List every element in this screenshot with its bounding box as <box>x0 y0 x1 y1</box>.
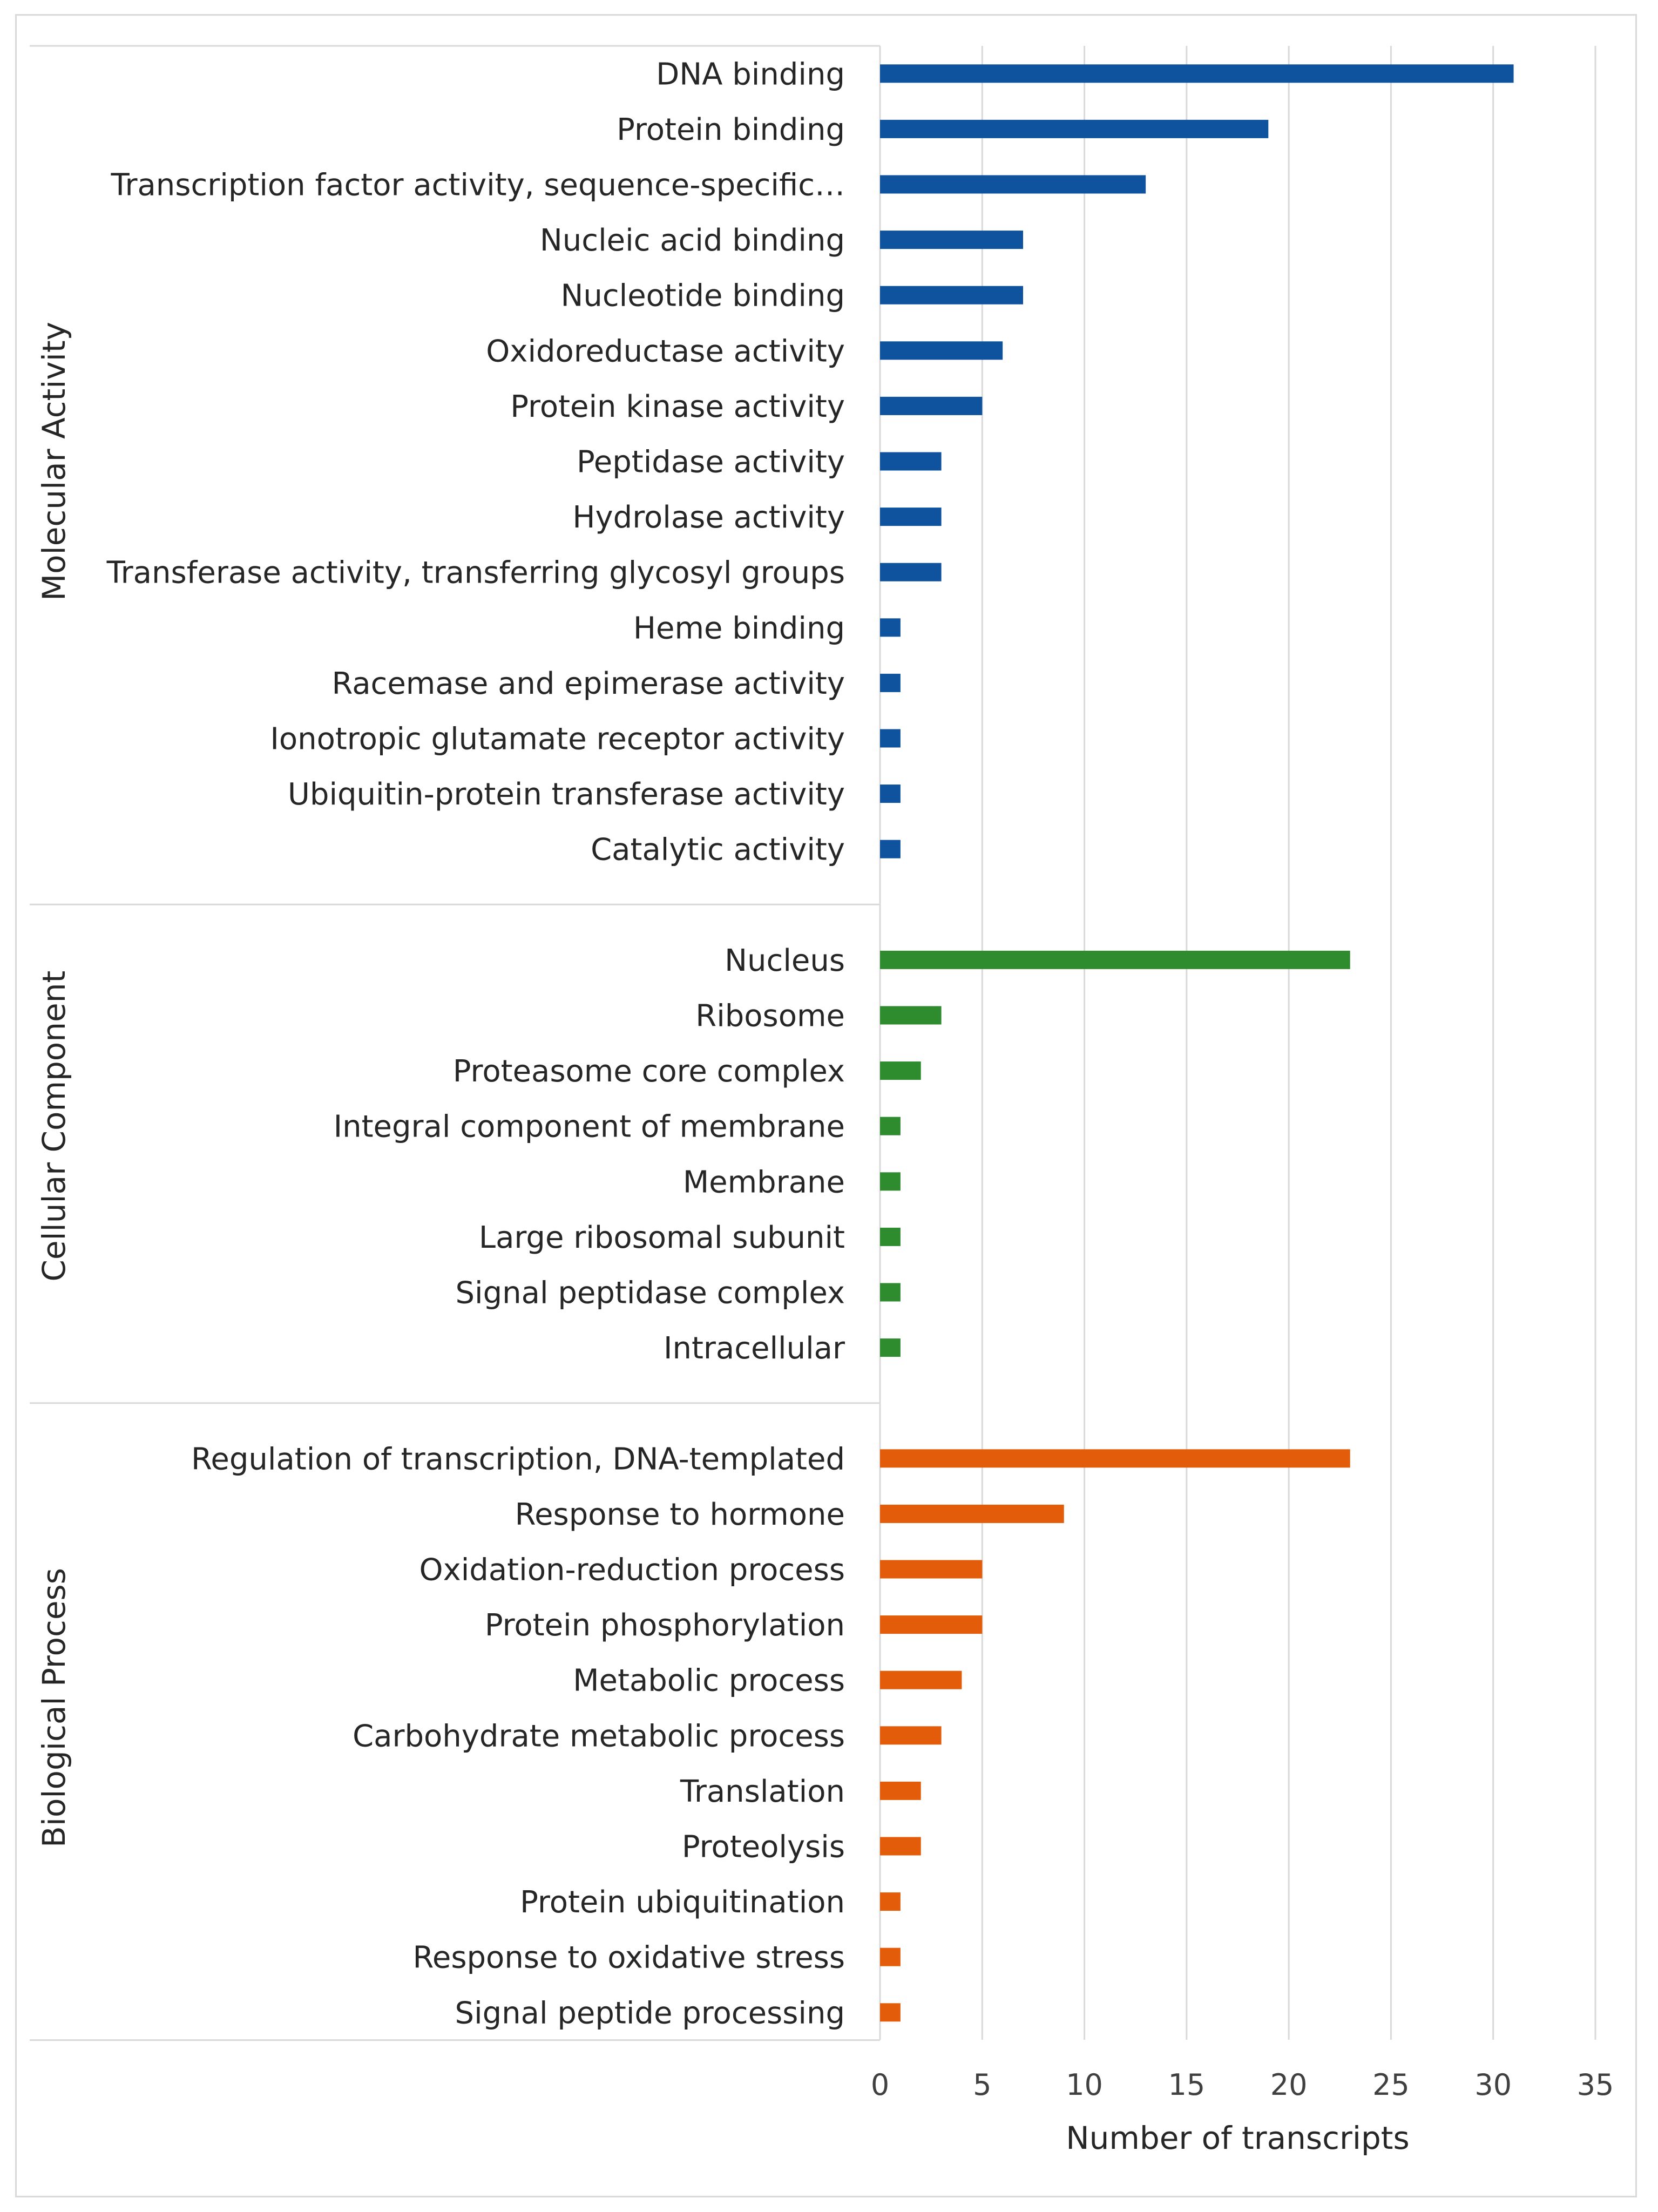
bar-2-10 <box>880 2003 901 2022</box>
group-label: Cellular Component <box>36 971 72 1282</box>
bar-2-5 <box>880 1726 942 1745</box>
category-label: Racemase and epimerase activity <box>332 666 845 701</box>
bar-0-13 <box>880 784 901 803</box>
category-label: Integral component of membrane <box>334 1110 845 1145</box>
category-label: Membrane <box>683 1165 845 1200</box>
bar-1-1 <box>880 1006 942 1025</box>
category-label: Transferase activity, transferring glyco… <box>106 556 845 591</box>
category-label: Protein binding <box>617 112 845 147</box>
bar-0-12 <box>880 729 901 748</box>
category-label: Oxidation-reduction process <box>419 1553 845 1588</box>
bar-0-10 <box>880 618 901 637</box>
category-label: Hydrolase activity <box>572 500 845 535</box>
bar-0-11 <box>880 673 901 692</box>
bar-2-7 <box>880 1837 921 1856</box>
bar-0-9 <box>880 563 942 581</box>
category-label: Peptidase activity <box>577 445 845 480</box>
category-label: Response to hormone <box>515 1497 845 1532</box>
category-label: Metabolic process <box>573 1663 845 1699</box>
bar-1-7 <box>880 1338 901 1357</box>
category-label: Protein ubiquitination <box>520 1885 845 1920</box>
bar-1-0 <box>880 950 1350 969</box>
bar-2-9 <box>880 1947 901 1966</box>
x-tick-label: 30 <box>1474 2068 1512 2102</box>
bar-2-1 <box>880 1504 1064 1523</box>
bar-0-6 <box>880 396 983 415</box>
x-tick-label: 15 <box>1168 2068 1205 2102</box>
category-label: Nucleus <box>725 943 845 978</box>
category-label: Signal peptidase complex <box>456 1276 845 1311</box>
chart-frame <box>15 14 1637 2197</box>
x-tick-label: 5 <box>973 2068 991 2102</box>
group-separators <box>30 45 881 2041</box>
category-label: Nucleotide binding <box>560 279 845 314</box>
category-label: Regulation of transcription, DNA-templat… <box>191 1442 845 1477</box>
category-label: DNA binding <box>656 57 845 92</box>
category-label: Proteasome core complex <box>453 1054 845 1089</box>
category-label: Large ribosomal subunit <box>479 1220 845 1255</box>
category-label: Transcription factor activity, sequence-… <box>110 168 845 203</box>
category-label: Proteolysis <box>682 1830 845 1865</box>
x-tick-label: 35 <box>1577 2068 1614 2102</box>
bar-2-2 <box>880 1560 983 1579</box>
category-label: Ribosome <box>695 999 845 1034</box>
category-label: Heme binding <box>633 611 845 646</box>
category-label: Carbohydrate metabolic process <box>353 1719 845 1754</box>
bar-0-4 <box>880 286 1023 305</box>
x-tick-label: 25 <box>1372 2068 1410 2102</box>
category-label: Translation <box>680 1774 845 1809</box>
bar-0-8 <box>880 508 942 526</box>
x-tick-label: 0 <box>871 2068 889 2102</box>
category-label: Intracellular <box>664 1331 845 1366</box>
x-tick-label: 20 <box>1270 2068 1308 2102</box>
group-label: Biological Process <box>36 1568 72 1848</box>
category-label: Ubiquitin-protein transferase activity <box>288 777 845 812</box>
bars <box>880 64 1514 2022</box>
category-labels: DNA binding Protein binding Transcription … <box>106 57 845 2031</box>
bar-2-0 <box>880 1449 1350 1468</box>
bar-2-6 <box>880 1781 921 1800</box>
x-tick-label: 10 <box>1066 2068 1103 2102</box>
bar-1-4 <box>880 1172 901 1191</box>
category-label: Signal peptide processing <box>455 1995 845 2031</box>
bar-0-14 <box>880 840 901 858</box>
bar-0-3 <box>880 231 1023 249</box>
category-label: Protein kinase activity <box>510 389 845 424</box>
bar-0-2 <box>880 175 1146 194</box>
group-label: Molecular Activity <box>36 322 72 601</box>
category-label: Protein phosphorylation <box>485 1608 845 1643</box>
category-label: Catalytic activity <box>591 833 845 868</box>
group-labels: Molecular Activity Cellular Component Biol… <box>36 322 72 1848</box>
bar-1-3 <box>880 1117 901 1135</box>
bar-1-2 <box>880 1061 921 1080</box>
category-label: Response to oxidative stress <box>412 1940 845 1976</box>
category-label: Nucleic acid binding <box>540 223 845 258</box>
bar-0-1 <box>880 119 1269 138</box>
bar-1-5 <box>880 1227 901 1246</box>
category-label: Ionotropic glutamate receptor activity <box>270 722 845 757</box>
bar-0-5 <box>880 341 1003 360</box>
bar-1-6 <box>880 1283 901 1302</box>
bar-2-3 <box>880 1615 983 1634</box>
bar-2-8 <box>880 1892 901 1911</box>
category-label: Oxidoreductase activity <box>486 334 845 369</box>
bar-0-7 <box>880 452 942 471</box>
bar-0-0 <box>880 64 1514 83</box>
x-axis-ticks: 0 5 10 15 20 25 30 35 <box>871 2068 1614 2102</box>
bar-2-4 <box>880 1670 962 1689</box>
x-axis-title: Number of transcripts <box>1066 2120 1410 2156</box>
